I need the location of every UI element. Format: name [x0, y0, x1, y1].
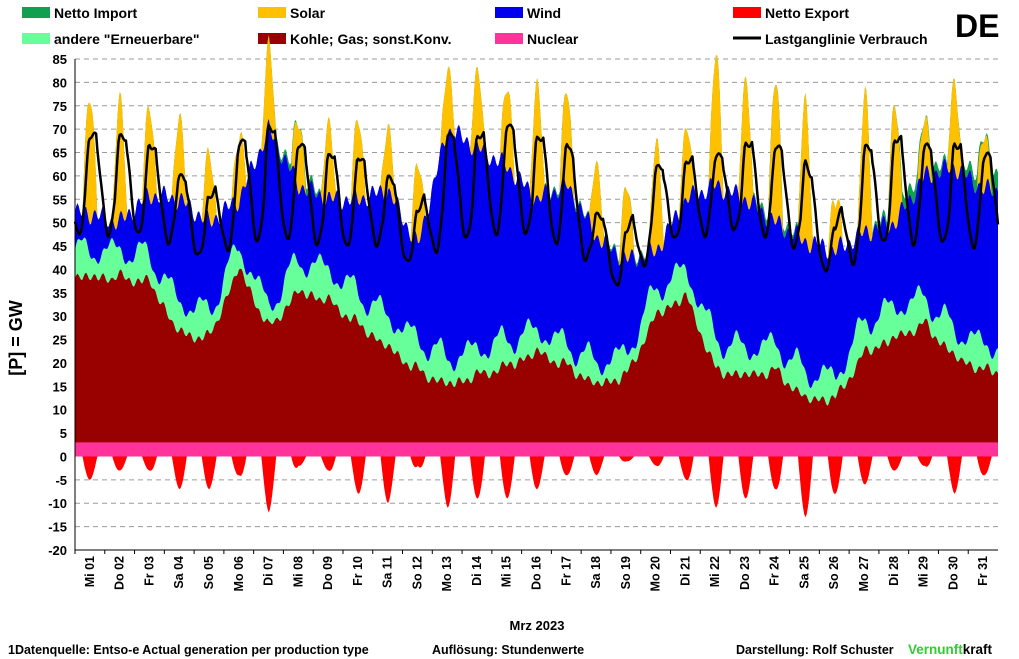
legend-label-import: Netto Import	[54, 5, 138, 21]
x-tick-label: So 05	[202, 556, 216, 589]
x-tick-label: Di 14	[470, 556, 484, 586]
export-area	[75, 456, 998, 518]
y-tick-label: 25	[53, 333, 67, 348]
y-tick-label: 65	[53, 146, 67, 161]
y-tick-label: 60	[53, 169, 67, 184]
footer-brand-b: kraft	[963, 642, 993, 657]
y-tick-label: -10	[48, 496, 67, 511]
x-tick-label: Mo 13	[440, 556, 454, 591]
footer-brand: Vernunftkraft	[908, 642, 993, 657]
x-tick-label: Do 02	[113, 556, 127, 590]
footer-author: Darstellung: Rolf Schuster	[736, 643, 894, 657]
x-tick-label: Fr 17	[559, 556, 573, 586]
x-tick-label: Fr 10	[351, 556, 365, 586]
legend-label-renew: andere "Erneuerbare"	[54, 31, 200, 47]
y-tick-label: 70	[53, 122, 67, 137]
y-tick-label: 20	[53, 356, 67, 371]
y-tick-label: 10	[53, 403, 67, 418]
legend-label-fossil: Kohle; Gas; sonst.Konv.	[290, 31, 452, 47]
legend-label-wind: Wind	[527, 5, 561, 21]
y-tick-label: 0	[60, 449, 67, 464]
legend-swatch-nuclear	[495, 33, 523, 44]
legend-label-nuclear: Nuclear	[527, 31, 579, 47]
y-tick-label: 40	[53, 262, 67, 277]
x-tick-label: Do 09	[321, 556, 335, 590]
legend-label-export: Netto Export	[765, 5, 849, 21]
legend: Netto Import Solar Wind Netto Export and…	[22, 5, 928, 47]
x-tick-label: Mo 20	[649, 556, 663, 591]
x-tick-label: Di 28	[887, 556, 901, 586]
x-tick-label: Fr 31	[976, 556, 990, 586]
x-tick-label: Do 30	[946, 556, 960, 590]
axes: -20 -15 -10 -5 0 5 10 15 20 25 30 35 40 45 50 55 60 65 70 7…	[48, 52, 998, 591]
x-tick-label: Mo 06	[232, 556, 246, 591]
legend-swatch-import	[22, 7, 50, 18]
y-axis-label: [P] = GW	[6, 300, 26, 376]
load-line-group	[73, 123, 1000, 287]
x-tick-label: Mo 27	[857, 556, 871, 591]
legend-swatch-fossil	[258, 33, 286, 44]
footer-source: 1Datenquelle: Entso-e Actual generation …	[8, 643, 369, 657]
legend-swatch-solar	[258, 7, 286, 18]
y-tick-label: 85	[53, 52, 67, 67]
legend-swatch-export	[733, 7, 761, 18]
y-tick-label: 35	[53, 286, 67, 301]
y-tick-label: 5	[60, 426, 67, 441]
legend-label-load: Lastganglinie Verbrauch	[765, 31, 928, 47]
y-tick-label: 80	[53, 75, 67, 90]
x-tick-label: Mi 29	[917, 556, 931, 587]
x-tick-label: Mi 08	[291, 556, 305, 587]
y-tick-label: 55	[53, 192, 67, 207]
x-tick-label: So 19	[619, 556, 633, 589]
x-tick-label: Sa 25	[798, 556, 812, 589]
x-tick-label: Di 21	[678, 556, 692, 586]
country-code: DE	[955, 8, 999, 44]
y-tick-label: 50	[53, 216, 67, 231]
y-tick-label: 45	[53, 239, 67, 254]
x-tick-label: Fr 24	[768, 556, 782, 586]
y-tick-label: 30	[53, 309, 67, 324]
x-tick-label: Do 16	[530, 556, 544, 590]
x-axis-label: Mrz 2023	[510, 618, 565, 633]
stacked-areas	[75, 34, 998, 518]
x-tick-label: So 12	[410, 556, 424, 589]
x-tick-label: Fr 03	[142, 556, 156, 586]
x-tick-label: Sa 04	[172, 556, 186, 589]
legend-label-solar: Solar	[290, 5, 326, 21]
x-tick-label: Sa 11	[381, 556, 395, 588]
x-tick-label: Mi 15	[500, 556, 514, 587]
y-tick-label: 15	[53, 379, 67, 394]
y-tick-label: -5	[55, 473, 67, 488]
x-tick-label: So 26	[827, 556, 841, 589]
x-tick-label: Sa 18	[589, 556, 603, 589]
footer-brand-a: Vernunft	[908, 642, 963, 657]
x-tick-label: Mi 22	[708, 556, 722, 587]
load-line	[73, 123, 1000, 287]
legend-swatch-wind	[495, 7, 523, 18]
x-tick-label: Do 23	[738, 556, 752, 590]
y-tick-label: -20	[48, 543, 67, 558]
fossil-area	[75, 268, 998, 457]
legend-swatch-renew	[22, 33, 50, 44]
y-tick-label: 75	[53, 99, 67, 114]
y-tick-label: -15	[48, 520, 67, 535]
x-tick-label: Mi 01	[83, 556, 97, 587]
nuclear-area	[75, 442, 998, 457]
x-tick-label: Di 07	[262, 556, 276, 586]
footer-resolution: Auflösung: Stundenwerte	[432, 643, 584, 657]
